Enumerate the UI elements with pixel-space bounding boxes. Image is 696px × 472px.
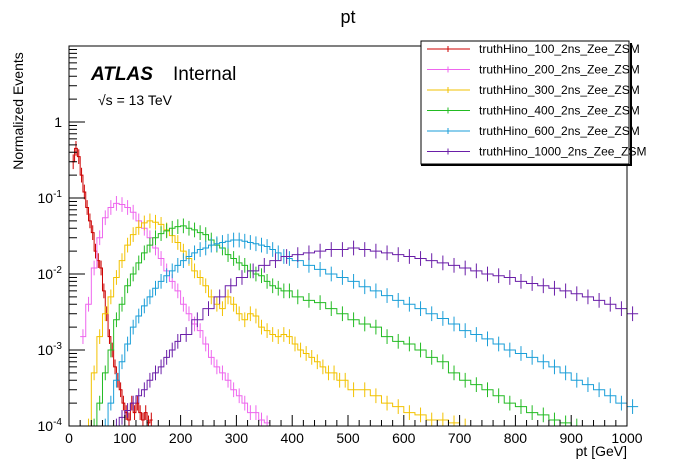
- chart-title: pt: [340, 7, 355, 27]
- legend-entry: truthHino_300_2ns_Zee_ZSM: [427, 83, 640, 97]
- legend-label: truthHino_400_2ns_Zee_ZSM: [479, 104, 640, 118]
- y-tick-label: 10-1: [38, 189, 63, 206]
- x-tick-label: 100: [113, 430, 137, 446]
- y-axis: 1 10-1 10-2 10-3 10-4: [38, 48, 85, 434]
- y-tick-label: 1: [54, 114, 62, 130]
- x-tick-label: 700: [448, 430, 472, 446]
- legend-label: truthHino_300_2ns_Zee_ZSM: [479, 83, 640, 97]
- series-layer: [71, 140, 639, 427]
- energy-label: √s = 13 TeV: [98, 92, 173, 108]
- legend-label: truthHino_200_2ns_Zee_ZSM: [479, 63, 640, 77]
- atlas-label: ATLAS: [90, 64, 153, 85]
- legend-entry: truthHino_600_2ns_Zee_ZSM: [427, 124, 640, 138]
- legend-entry: truthHino_400_2ns_Zee_ZSM: [427, 104, 640, 118]
- x-tick-label: 800: [504, 430, 528, 446]
- y-tick-label: 10-2: [38, 265, 63, 282]
- series-2: [80, 195, 270, 426]
- x-axis: 0 100 200 300 400 500 600 700 800 900 1000: [65, 415, 643, 446]
- legend-entry: truthHino_1000_2ns_Zee_ZSM: [427, 145, 646, 159]
- series-line: [113, 247, 639, 427]
- y-tick-label: 10-3: [38, 341, 63, 358]
- x-axis-label: pt [GeV]: [576, 443, 627, 459]
- x-tick-label: 900: [560, 430, 584, 446]
- x-tick-label: 500: [336, 430, 360, 446]
- series-line: [91, 225, 583, 427]
- x-tick-label: 200: [169, 430, 193, 446]
- series-3: [85, 213, 471, 427]
- series-line: [102, 239, 639, 427]
- x-tick-label: 300: [225, 430, 249, 446]
- series-6: [113, 240, 639, 427]
- legend: truthHino_100_2ns_Zee_ZSM truthHino_200_2…: [420, 40, 646, 166]
- legend-entry: truthHino_100_2ns_Zee_ZSM: [427, 42, 640, 56]
- series-5: [102, 232, 639, 427]
- legend-box: [420, 40, 630, 165]
- series-line: [85, 220, 471, 427]
- legend-label: truthHino_600_2ns_Zee_ZSM: [479, 124, 640, 138]
- x-tick-label: 0: [65, 430, 73, 446]
- internal-label: Internal: [173, 64, 236, 85]
- legend-label: truthHino_1000_2ns_Zee_ZSM: [479, 145, 646, 159]
- x-tick-label: 1000: [611, 430, 642, 446]
- x-tick-label: 600: [392, 430, 416, 446]
- legend-label: truthHino_100_2ns_Zee_ZSM: [479, 42, 640, 56]
- atlas-label-group: ATLAS Internal √s = 13 TeV: [90, 64, 236, 108]
- series-1: [71, 140, 153, 426]
- x-tick-label: 400: [281, 430, 305, 446]
- legend-entry: truthHino_200_2ns_Zee_ZSM: [427, 63, 640, 77]
- series-line: [80, 202, 270, 424]
- y-axis-label: Normalized Events: [10, 52, 26, 170]
- y-tick-label: 10-4: [38, 417, 63, 434]
